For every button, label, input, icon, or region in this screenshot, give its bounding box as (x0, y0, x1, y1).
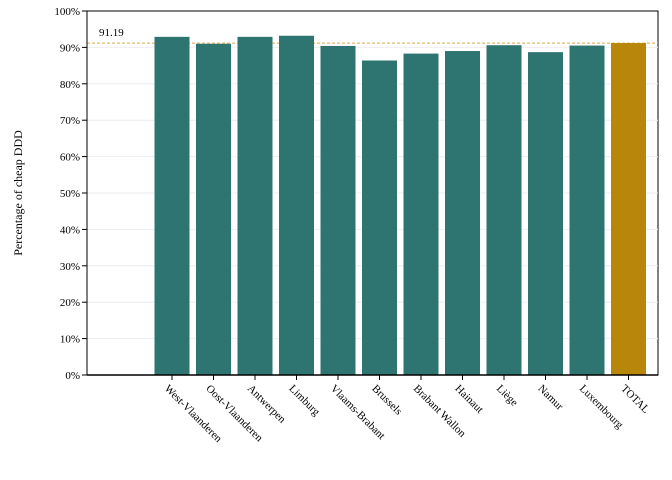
y-tick-label: 80% (60, 79, 80, 91)
y-tick-label: 0% (65, 370, 80, 382)
x-category-label: Hainaut (452, 383, 485, 416)
bar (196, 43, 231, 375)
bar (154, 36, 190, 376)
bar (237, 36, 273, 376)
x-category-label: Liège (494, 383, 520, 409)
y-tick-label: 20% (60, 297, 80, 309)
bar (569, 45, 605, 376)
y-axis-title: Percentage of cheap DDD (11, 130, 25, 256)
x-category-label: TOTAL (618, 383, 651, 416)
x-category-label: Limburg (286, 383, 322, 419)
x-axis-labels: West-VlaanderenOost-VlaanderenAntwerpenL… (162, 375, 652, 445)
y-tick-label: 70% (60, 115, 80, 127)
bar (320, 45, 356, 375)
bar (279, 35, 314, 375)
reference-line-label: 91.19 (99, 27, 124, 39)
bars (154, 35, 646, 376)
y-tick-label: 40% (60, 224, 80, 236)
bar (362, 60, 397, 376)
bar-total (611, 43, 646, 375)
y-tick-label: 100% (54, 6, 80, 18)
y-axis-ticks: 0% 10% 20% 30% 40% 50% 60% 70% 80% 90% 100% (54, 6, 87, 382)
bar (445, 51, 480, 375)
bar (486, 45, 522, 375)
x-category-label: Brussels (369, 383, 404, 418)
y-tick-label: 50% (60, 188, 80, 200)
y-tick-label: 30% (60, 261, 80, 273)
y-tick-label: 90% (60, 42, 80, 54)
x-category-label: Antwerpen (245, 383, 288, 426)
y-tick-label: 60% (60, 152, 80, 164)
y-tick-label: 10% (60, 334, 80, 346)
bar (403, 53, 439, 375)
bar (528, 52, 563, 376)
x-category-label: Namur (535, 383, 565, 413)
